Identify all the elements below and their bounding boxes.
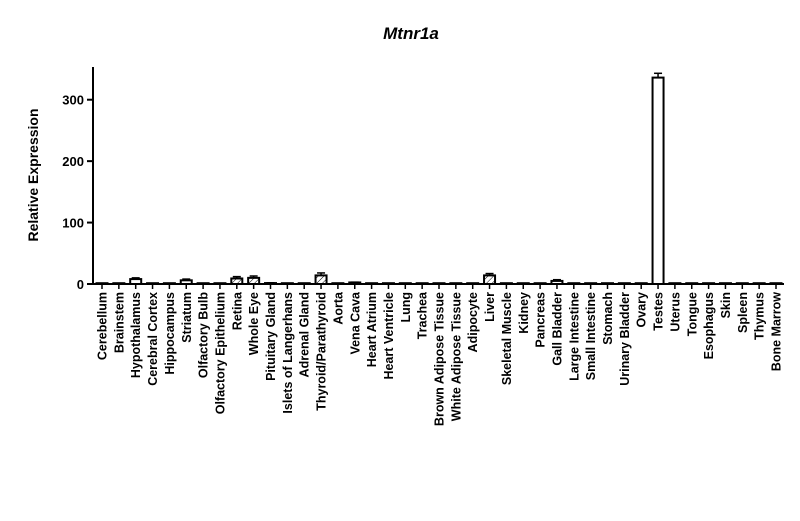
x-tick-label: Skeletal Muscle <box>500 292 514 385</box>
bar-thyroid-parathyroid <box>314 274 328 285</box>
bar-retina <box>230 277 244 286</box>
bar-brown-adipose-tissue <box>432 282 446 286</box>
bar-hypothalamus <box>129 278 143 286</box>
x-tick-label: Bone Marrow <box>770 292 784 371</box>
bar-stomach <box>601 282 614 286</box>
bar-olfactory-bulb <box>196 282 210 286</box>
bar-aorta <box>331 282 345 286</box>
bar-spleen <box>735 282 749 286</box>
bar-cerebral-cortex <box>146 282 160 286</box>
bar-tongue <box>685 282 699 286</box>
x-tick-label: Aorta <box>331 291 345 325</box>
x-tick-label: Thyroid/Parathyroid <box>315 292 329 411</box>
x-tick-label: Gall Bladder <box>550 292 564 366</box>
x-tick-labels: Cerebellum Brainstem Hypothalamus Cerebral … <box>96 291 784 426</box>
x-tick-label: Olfactory Epithelium <box>213 292 227 414</box>
x-tick-label: Large Intestine <box>567 292 581 381</box>
x-tick-label: Trachea <box>416 291 430 339</box>
bar-large-intestine <box>567 282 581 286</box>
bar-striatum <box>179 279 193 286</box>
x-tick-label: Heart Ventricle <box>382 292 396 380</box>
y-tick-label: 300 <box>62 93 84 108</box>
x-tick-label: Urinary Bladder <box>618 292 632 386</box>
bar-uterus <box>668 282 682 286</box>
bar-trachea <box>415 282 429 286</box>
bar-adipocyte <box>466 282 480 286</box>
x-tick-label: Lung <box>399 292 413 323</box>
x-tick-label: Adipocyte <box>466 292 480 352</box>
bar-hippocampus <box>162 282 176 286</box>
x-tick-label: Hippocampus <box>163 292 177 375</box>
x-tick-label: Small Intestine <box>584 292 598 380</box>
bar-cerebellum <box>95 282 109 286</box>
bar-heart-atrium <box>365 282 379 286</box>
x-tick-label: Skin <box>719 292 733 318</box>
x-tick-label: Liver <box>483 292 497 322</box>
bar-liver <box>483 274 497 285</box>
bars <box>95 72 783 286</box>
bar-testes <box>651 76 665 285</box>
bar-bone-marrow <box>769 282 783 286</box>
bar-gall-bladder <box>550 279 564 285</box>
y-axis-label: Relative Expression <box>25 108 41 241</box>
x-tick-label: Cerebellum <box>96 292 110 360</box>
x-tick-label: Esophagus <box>702 292 716 359</box>
x-tick-label: Ovary <box>635 292 649 327</box>
x-tick-label: Whole Eye <box>247 292 261 355</box>
y-tick-label: 100 <box>62 216 84 231</box>
bar-skin <box>718 282 732 286</box>
bar-small-intestine <box>584 282 598 286</box>
x-tick-label: Heart Atrium <box>365 292 379 367</box>
bar-pancreas <box>533 282 547 286</box>
x-tick-label: Uterus <box>668 292 682 332</box>
bar-ovary <box>634 282 648 286</box>
bar-skeletal-muscle <box>499 282 513 286</box>
x-tick-label: Testes <box>652 292 666 331</box>
x-tick-label: Retina <box>230 291 244 330</box>
bar-whole-eye <box>247 276 261 286</box>
x-tick-label: Cerebral Cortex <box>146 292 160 386</box>
x-tick-label: Brown Adipose Tissue <box>433 292 447 426</box>
x-tick-label: Adrenal Gland <box>298 292 312 377</box>
x-tick-label: Brainstem <box>112 292 126 353</box>
x-tick-label: White Adipose Tissue <box>449 292 463 421</box>
x-tick-label: Pancreas <box>534 292 548 348</box>
x-tick-label: Striatum <box>180 292 194 343</box>
bar-white-adipose-tissue <box>449 282 463 286</box>
x-tick-label: Vena Cava <box>348 291 362 355</box>
x-tick-label: Islets of Langerhans <box>281 292 295 414</box>
x-tick-label: Pituitary Gland <box>264 292 278 381</box>
bar-adrenal-gland <box>297 282 311 286</box>
bar-heart-ventricle <box>381 282 395 286</box>
x-tick-label: Stomach <box>601 292 615 345</box>
y-tick-label: 0 <box>77 277 84 292</box>
y-tick-label: 200 <box>62 154 84 169</box>
x-tick-label: Olfactory Bulb <box>197 292 211 378</box>
bar-lung <box>398 282 412 286</box>
bar-islets-of-langerhans <box>280 282 294 286</box>
bar-brainstem <box>112 282 126 286</box>
bar-kidney <box>516 282 530 286</box>
x-tick-label: Spleen <box>736 292 750 333</box>
x-tick-label: Kidney <box>517 292 531 334</box>
x-tick-label: Tongue <box>685 292 699 336</box>
bar-thymus <box>752 282 766 286</box>
chart-title: Mtnr1a <box>383 24 439 43</box>
x-tick-label: Hypothalamus <box>129 292 143 378</box>
x-tick-label: Thymus <box>753 292 767 340</box>
bar-esophagus <box>702 282 716 286</box>
bar-olfactory-epithelium <box>213 282 227 286</box>
y-axis: 0 100 200 300 <box>62 67 94 292</box>
bar-urinary-bladder <box>617 282 631 286</box>
